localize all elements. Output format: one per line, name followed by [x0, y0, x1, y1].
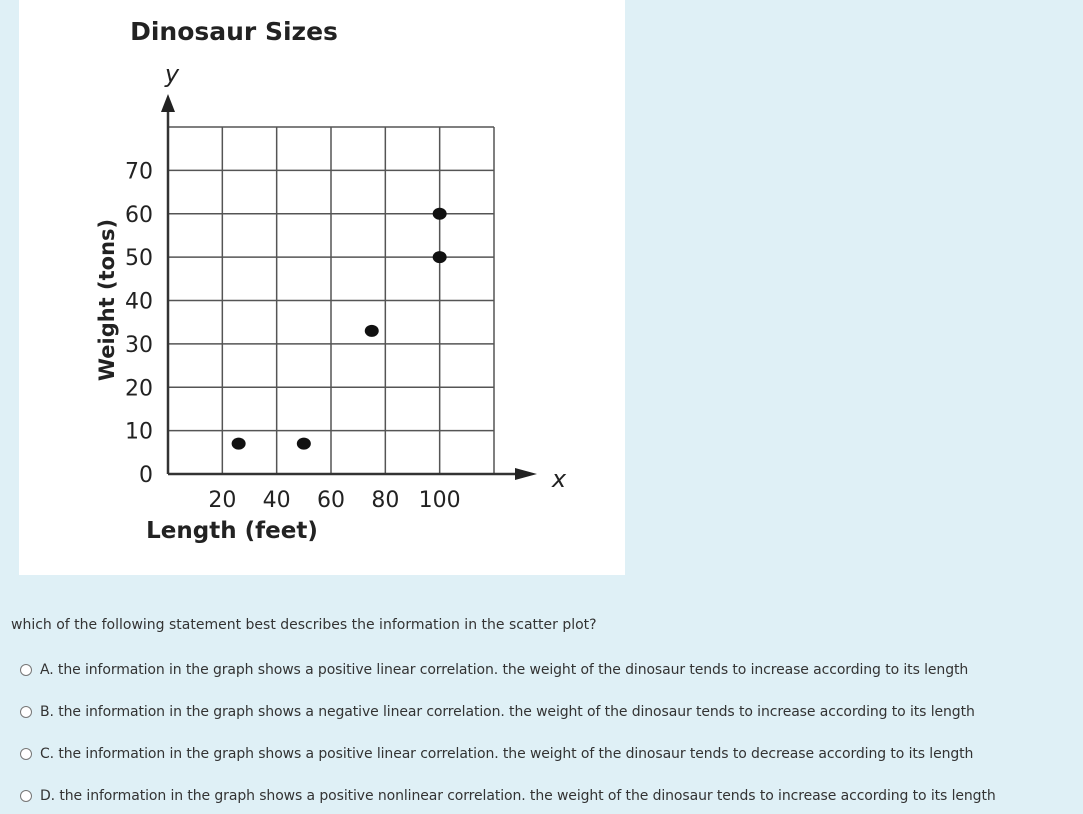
option-label: D. the information in the graph shows a …: [40, 788, 996, 804]
data-point: [364, 324, 379, 337]
radio-button[interactable]: [20, 748, 32, 760]
option-label: C. the information in the graph shows a …: [40, 746, 974, 762]
y-tick-label: 40: [125, 290, 153, 315]
x-tick-label: 60: [317, 488, 345, 513]
scatter-plot: Dinosaur Sizes Weight (tons) Length (fee…: [95, 17, 567, 544]
radio-button[interactable]: [20, 790, 32, 802]
y-tick-label: 10: [125, 420, 153, 445]
x-tick-label: 40: [263, 488, 291, 513]
y-axis-arrow-icon: [161, 94, 175, 112]
x-axis-label: Length (feet): [146, 518, 318, 544]
data-point: [432, 251, 447, 264]
y-tick-label: 30: [125, 333, 153, 358]
question-prompt: which of the following statement best de…: [11, 617, 597, 633]
y-tick-label: 60: [125, 203, 153, 228]
y-axis-letter: y: [164, 60, 180, 88]
option-b[interactable]: B. the information in the graph shows a …: [20, 704, 975, 720]
option-c[interactable]: C. the information in the graph shows a …: [20, 746, 973, 762]
x-axis-letter: x: [551, 465, 567, 493]
radio-button[interactable]: [20, 706, 32, 718]
y-tick-label: 50: [125, 246, 153, 271]
option-label: A. the information in the graph shows a …: [40, 662, 969, 678]
scatter-plot-image: Dinosaur Sizes Weight (tons) Length (fee…: [19, 0, 625, 575]
y-tick-label: 70: [125, 159, 153, 184]
y-axis-label: Weight (tons): [95, 219, 119, 381]
chart-title: Dinosaur Sizes: [130, 17, 338, 46]
y-tick-label: 0: [139, 463, 153, 488]
option-a[interactable]: A. the information in the graph shows a …: [20, 662, 968, 678]
x-axis-arrow-icon: [515, 468, 537, 480]
data-point: [296, 437, 311, 450]
y-tick-label: 20: [125, 376, 153, 401]
data-point: [231, 437, 246, 450]
radio-button[interactable]: [20, 664, 32, 676]
data-point: [432, 207, 447, 220]
x-tick-label: 20: [208, 488, 236, 513]
x-tick-label: 100: [419, 488, 461, 513]
x-tick-label: 80: [371, 488, 399, 513]
option-label: B. the information in the graph shows a …: [40, 704, 975, 720]
option-d[interactable]: D. the information in the graph shows a …: [20, 788, 996, 804]
